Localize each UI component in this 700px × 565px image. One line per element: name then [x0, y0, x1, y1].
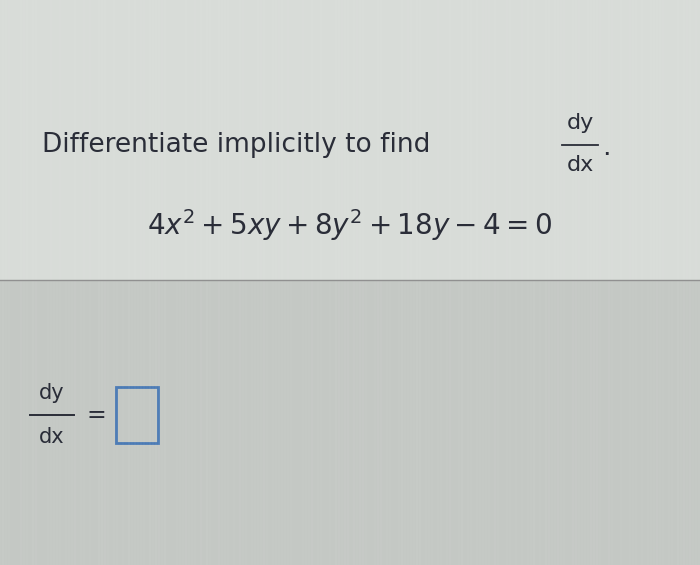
Bar [116, 387, 158, 443]
Text: dx: dx [39, 427, 65, 447]
Text: dx: dx [566, 155, 594, 175]
Text: Differentiate implicitly to find: Differentiate implicitly to find [42, 132, 430, 158]
Bar [0, 280, 700, 565]
Bar [0, 0, 700, 280]
Text: .: . [602, 135, 610, 161]
Text: dy: dy [39, 383, 65, 403]
Text: $4x^2 + 5xy + 8y^2 + 18y - 4 = 0$: $4x^2 + 5xy + 8y^2 + 18y - 4 = 0$ [148, 207, 552, 243]
Text: dy: dy [566, 113, 594, 133]
Text: =: = [86, 403, 106, 427]
